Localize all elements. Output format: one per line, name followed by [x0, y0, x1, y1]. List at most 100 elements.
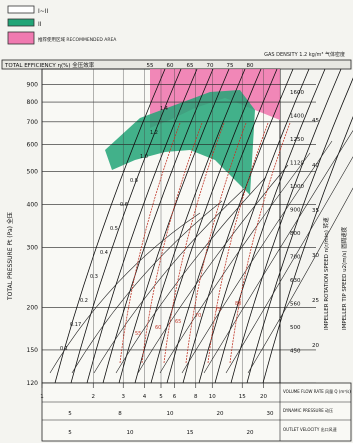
size-label-1: 0.17 — [70, 322, 81, 328]
cross-curve-8 — [225, 156, 353, 374]
efficiency-tick-5: 80 — [247, 63, 254, 69]
x-scale-2-tick-1: 8 — [118, 411, 122, 417]
speed-tick-2: 1250 — [290, 137, 304, 143]
legend-swatch-3 — [7, 31, 35, 45]
speed-tick-6: 800 — [290, 231, 301, 237]
x-scale-2-tick-4: 30 — [267, 411, 274, 417]
speed-tick-3: 1120 — [290, 161, 304, 167]
x-scale-1-tick-3: 4 — [143, 394, 147, 400]
fan-curve-6 — [150, 68, 262, 384]
efficiency-tick-0: 55 — [147, 63, 154, 69]
x-scale-3-tick-3: 20 — [247, 430, 254, 436]
y-tick-label-3: 600 — [27, 142, 39, 149]
cross-curve-4 — [137, 164, 289, 374]
cross-curve-2 — [93, 188, 245, 374]
x-scale-1-tick-8: 15 — [239, 394, 246, 400]
size-label-4: 0.4 — [100, 250, 108, 256]
fan-curve-1 — [70, 68, 182, 384]
efficiency-tick-1: 60 — [167, 63, 174, 69]
y-axis-label: TOTAL PRESSURE Pt (Pa) 全压 — [6, 212, 14, 301]
x-scale-2-tick-3: 20 — [217, 411, 224, 417]
size-label-10: 1.4 — [160, 106, 168, 112]
size-label-3: 0.3 — [90, 274, 98, 280]
x-scale-ticks: 1 2 3 4 5 6 8 10 15 20 5 8 10 20 30 5 10 15 20 — [40, 383, 274, 436]
efficiency-curve-1 — [141, 122, 203, 364]
efficiency-curve-label-2: 65 — [175, 319, 181, 325]
y-tick-label-7: 200 — [27, 304, 39, 311]
speed-tick-0: 1600 — [290, 90, 304, 96]
size-label-9: 1.2 — [150, 130, 158, 136]
fan-curve-10 — [214, 68, 326, 384]
region-ii — [105, 90, 255, 195]
x-scale-3-tick-0: 5 — [68, 430, 72, 436]
efficiency-curve-label-3: 70 — [195, 313, 201, 319]
legend-label-2: II — [38, 21, 42, 28]
x-scale-1-tick-7: 10 — [209, 394, 216, 400]
fan-curve-4 — [118, 68, 230, 384]
bottom-scales-frame — [41, 382, 352, 442]
size-label-6: 0.6 — [120, 202, 128, 208]
speed-tick-7: 700 — [290, 255, 301, 261]
efficiency-curve-4 — [207, 122, 269, 364]
efficiency-curve-labels: 55 60 65 70 75 80 — [135, 301, 241, 337]
y-tick-label-8: 150 — [27, 347, 39, 354]
size-label-8: 1.0 — [140, 154, 148, 160]
size-label-2: 0.2 — [80, 298, 88, 304]
x-scale-1-label: VOLUME FLOW RATE 风量 Q (m³/s) — [283, 388, 351, 394]
x-scale-2-tick-0: 5 — [68, 411, 72, 417]
cross-curve-3 — [115, 176, 267, 374]
x-scale-1-tick-1: 2 — [92, 394, 96, 400]
speed-tick-9: 560 — [290, 302, 301, 308]
efficiency-curve-5 — [229, 122, 291, 364]
legend-label-1: I~II — [38, 8, 49, 15]
legend-swatch-2 — [7, 18, 35, 27]
size-labels: 0.1 0.17 0.2 0.3 0.4 0.5 0.6 0.8 1.0 1.2 1.4 — [60, 106, 168, 352]
y-tick-label-1: 800 — [27, 99, 39, 106]
y-tick-label-2: 700 — [27, 119, 39, 126]
tip-speed-tick-5: 20 — [312, 343, 319, 349]
bottom-scales: VOLUME FLOW RATE 风量 Q (m³/s) DYNAMIC PRE… — [41, 382, 352, 442]
efficiency-curve-label-4: 75 — [215, 307, 221, 313]
efficiency-ticks: 55 60 65 70 75 80 — [147, 63, 254, 69]
gas-density-label: GAS DENSITY 1.2 kg/m³ 气体密度 — [264, 51, 345, 58]
y-ticks: 900 800 700 600 500 400 300 200 150 120 — [27, 82, 39, 387]
speed-tick-1: 1400 — [290, 114, 304, 120]
regions — [105, 69, 280, 195]
legend: I~II II 推荐使用区域 RECOMMENDED AREA — [7, 5, 117, 45]
tip-speed-tick-1: 40 — [312, 163, 319, 169]
cross-curve-1 — [71, 200, 223, 374]
legend-swatch-1 — [7, 5, 35, 14]
efficiency-curve-2 — [163, 122, 225, 364]
speed-tick-8: 630 — [290, 278, 301, 284]
efficiency-curve-0 — [119, 122, 181, 364]
size-label-5: 0.5 — [110, 226, 118, 232]
cross-curve-0 — [49, 212, 201, 374]
x-scale-2-tick-2: 10 — [167, 411, 174, 417]
x-scale-1-tick-6: 8 — [194, 394, 198, 400]
fan-curve-2 — [86, 68, 198, 384]
fan-curve-5 — [134, 68, 246, 384]
x-scale-1-tick-5: 6 — [173, 394, 177, 400]
x-scale-1-tick-9: 20 — [260, 394, 267, 400]
fan-curve-12 — [246, 77, 353, 384]
efficiency-tick-3: 70 — [207, 63, 214, 69]
efficiency-curve-label-1: 60 — [155, 325, 161, 331]
grid — [41, 69, 316, 384]
y-tick-label-0: 900 — [27, 82, 39, 89]
fan-curve-8 — [182, 68, 294, 384]
cross-curve-7 — [203, 130, 353, 374]
speed-tick-11: 450 — [290, 349, 301, 355]
speed-tick-5: 900 — [290, 208, 301, 214]
x-scale-1-tick-2: 3 — [121, 394, 125, 400]
speed-tick-4: 1000 — [290, 184, 304, 190]
tip-speed-tick-0: 45 — [312, 118, 319, 124]
x-scale-3-tick-2: 15 — [187, 430, 194, 436]
fan-curve-3 — [102, 68, 214, 384]
x-scale-3-tick-1: 10 — [127, 430, 134, 436]
y-tick-label-4: 500 — [27, 169, 39, 176]
efficiency-header: TOTAL EFFICIENCY η(%) 全压效率 — [4, 61, 95, 69]
tip-speed-tick-3: 30 — [312, 253, 319, 259]
x-scale-3-label: OUTLET VELOCITY 出口风速 — [283, 426, 337, 432]
legend-label-3: 推荐使用区域 RECOMMENDED AREA — [38, 36, 117, 43]
y-tick-label-5: 400 — [27, 202, 39, 209]
